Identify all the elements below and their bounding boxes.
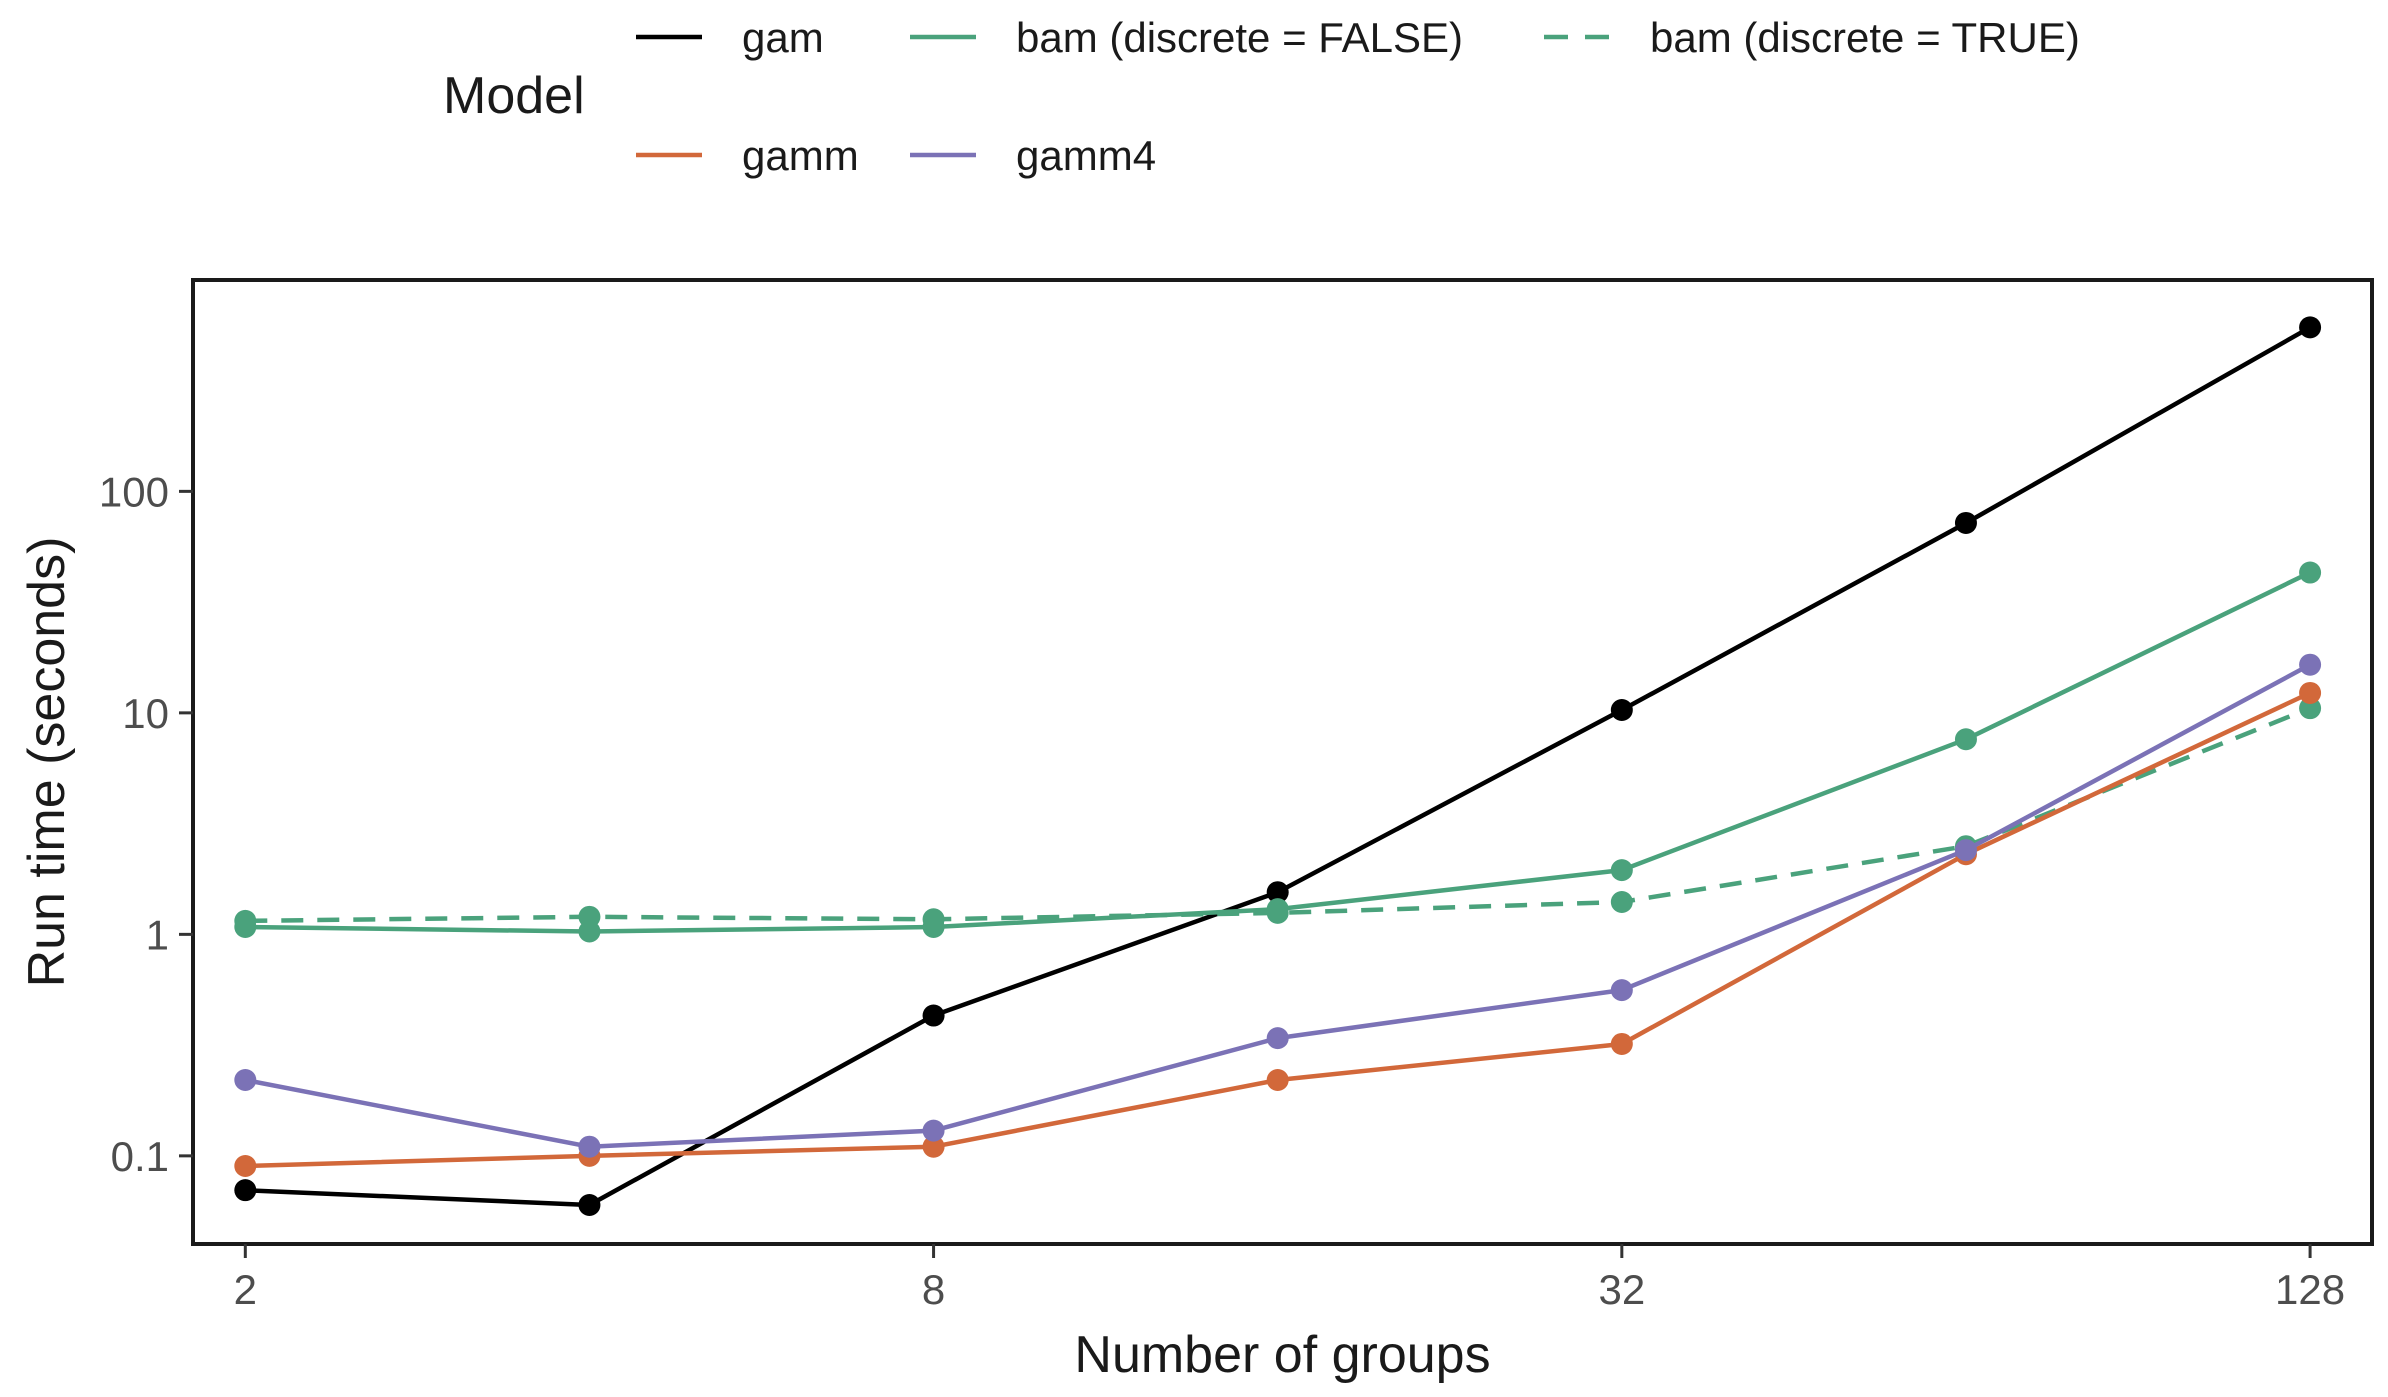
data-point-gamm4-4 — [578, 1135, 601, 1158]
plot-area: 2 8 32 128 0.1 1 10 100 Number of groups Run time… — [18, 278, 2374, 1384]
data-point-gam-32 — [1610, 699, 1633, 722]
data-point-gam-16 — [1266, 881, 1289, 904]
legend: Model gam bam (discrete = FALSE) bam (discr… — [443, 14, 2080, 179]
data-point-gamm4-128 — [2299, 653, 2322, 676]
data-point-gamm4-8 — [922, 1119, 945, 1142]
data-point-gamm-128 — [2299, 681, 2322, 704]
legend-label-bam-discrete-true: bam (discrete = TRUE) — [1650, 14, 2080, 61]
data-point-bam-discrete-false-32 — [1610, 859, 1633, 882]
data-point-gamm-16 — [1266, 1069, 1289, 1092]
data-point-bam-discrete-true-32 — [1610, 890, 1633, 913]
legend-title: Model — [443, 67, 585, 125]
data-point-gamm-8 — [922, 1135, 945, 1158]
data-point-bam-discrete-true-2 — [234, 909, 257, 932]
legend-label-gam: gam — [742, 14, 824, 61]
legend-label-gamm: gamm — [742, 132, 859, 179]
x-tick-label-32: 32 — [1598, 1266, 1645, 1313]
legend-label-bam-discrete-false: bam (discrete = FALSE) — [1016, 14, 1463, 61]
data-point-gam-2 — [234, 1179, 257, 1202]
y-tick-label-100: 100 — [99, 468, 169, 515]
y-axis-title: Run time (seconds) — [18, 537, 76, 988]
series-line-bam-discrete-false — [245, 570, 2312, 934]
data-point-gamm4-32 — [1610, 979, 1633, 1002]
data-point-bam-discrete-false-64 — [1954, 728, 1977, 751]
data-point-gamm4-16 — [1266, 1027, 1289, 1050]
y-tick-label-10: 10 — [122, 690, 169, 737]
data-point-gamm-32 — [1610, 1032, 1633, 1055]
data-point-bam-discrete-true-16 — [1266, 901, 1289, 924]
data-point-bam-discrete-false-128 — [2299, 561, 2322, 584]
x-tick-label-8: 8 — [922, 1266, 945, 1313]
x-axis-title: Number of groups — [1074, 1326, 1490, 1384]
data-point-gam-128 — [2299, 316, 2322, 339]
y-tick-label-0-1: 0.1 — [111, 1133, 169, 1180]
data-point-gamm4-64 — [1954, 839, 1977, 862]
data-point-bam-discrete-true-4 — [578, 905, 601, 928]
data-point-bam-discrete-true-8 — [922, 908, 945, 931]
data-point-gam-8 — [922, 1004, 945, 1027]
data-point-gamm4-2 — [234, 1069, 257, 1092]
x-tick-label-2: 2 — [234, 1266, 257, 1313]
panel-border — [191, 278, 2374, 1246]
data-point-gam-64 — [1954, 511, 1977, 534]
data-point-gamm-2 — [234, 1154, 257, 1177]
y-tick-label-1: 1 — [146, 911, 169, 958]
data-point-bam-discrete-true-128 — [2299, 697, 2322, 720]
legend-label-gamm4: gamm4 — [1016, 132, 1156, 179]
x-tick-label-128: 128 — [2275, 1266, 2345, 1313]
data-point-gam-4 — [578, 1193, 601, 1216]
